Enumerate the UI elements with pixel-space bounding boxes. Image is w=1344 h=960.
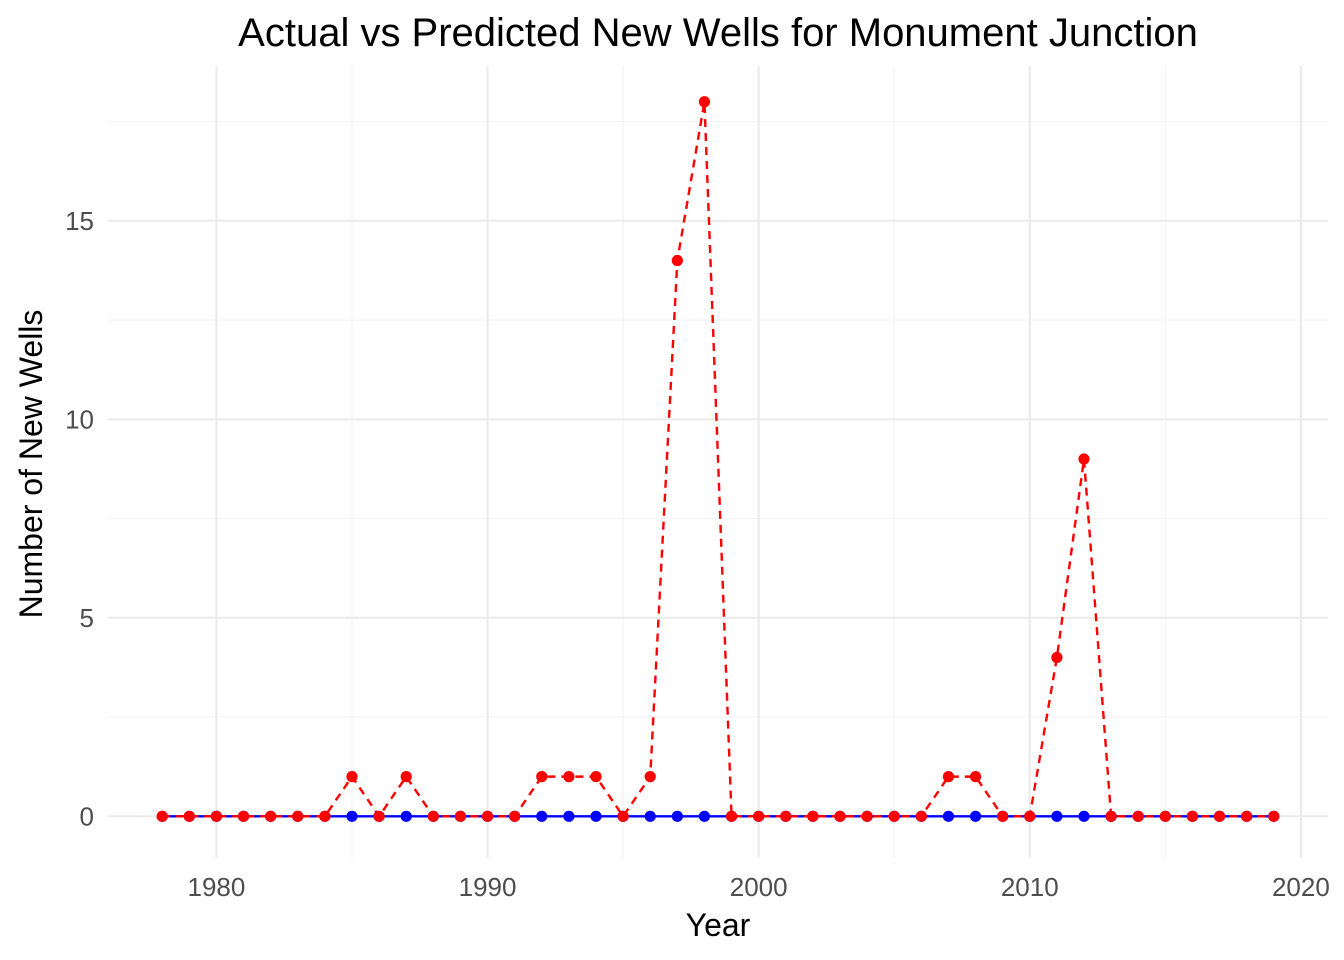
series-2-point (292, 810, 304, 822)
series-2-point (400, 771, 412, 783)
series-2-point (807, 810, 819, 822)
series-1-point (563, 810, 575, 822)
series-2-point (509, 810, 521, 822)
series-2-point (590, 771, 602, 783)
series-2-point (1241, 810, 1253, 822)
x-tick-label: 2020 (1272, 872, 1330, 902)
series-1-point (1051, 810, 1063, 822)
series-2-point (1105, 810, 1117, 822)
series-1-point (942, 810, 955, 822)
x-axis-title: Year (686, 907, 751, 943)
series-2-point (481, 810, 494, 822)
series-2-point (942, 771, 955, 783)
series-2-point (183, 810, 195, 822)
series-2-point (237, 810, 250, 822)
series-2-point (617, 810, 629, 822)
series-2-point (210, 810, 223, 822)
series-2-point (1268, 810, 1280, 822)
series-1-point (536, 810, 548, 822)
series-1-point (698, 810, 711, 822)
series-2-point (997, 810, 1009, 822)
series-2-point (454, 810, 467, 822)
x-tick-label: 1980 (188, 872, 246, 902)
x-tick-label: 1990 (459, 872, 517, 902)
y-axis-title: Number of New Wells (13, 310, 49, 619)
series-1-point (644, 810, 656, 822)
y-tick-label: 15 (65, 206, 94, 236)
series-2-point (563, 771, 575, 783)
series-2-point (1132, 810, 1144, 822)
series-2-point (1078, 453, 1090, 465)
series-2-point (1213, 810, 1226, 822)
series-1-point (969, 810, 982, 822)
x-tick-label: 2010 (1001, 872, 1059, 902)
series-2-point (427, 810, 439, 822)
series-2-point (888, 810, 900, 822)
series-2-point (536, 771, 548, 783)
series-2-point (780, 810, 792, 822)
x-tick-label: 2000 (730, 872, 788, 902)
series-2-point (265, 810, 277, 822)
series-2-point (834, 810, 846, 822)
series-2-point (969, 771, 982, 783)
series-line-2 (162, 100, 1274, 818)
y-tick-label: 10 (65, 404, 94, 434)
chart-title: Actual vs Predicted New Wells for Monume… (238, 11, 1198, 55)
series-2-point (1024, 810, 1036, 822)
series-1-point (1078, 810, 1090, 822)
series-2-point (1159, 810, 1171, 822)
series-1-point (671, 810, 683, 822)
y-axis-ticks: 0 5 10 15 (65, 206, 94, 831)
series-2-point (346, 771, 358, 783)
series-2-point (915, 810, 927, 822)
series-2-point (644, 771, 656, 783)
series-2-point (373, 810, 385, 822)
series-1-point (346, 810, 358, 822)
series-1-point (590, 810, 602, 822)
series-2-point (156, 810, 168, 822)
series-2-point (1186, 810, 1199, 822)
series-1-point (400, 810, 412, 822)
x-axis-ticks: 1980 1990 2000 2010 2020 (188, 872, 1330, 902)
series-2-point (671, 254, 683, 267)
series-2-point (698, 96, 711, 108)
series-2-point (753, 810, 765, 822)
series-2-point (725, 810, 738, 822)
series-2-point (319, 810, 331, 822)
y-tick-label: 0 (80, 801, 94, 831)
series-2-point (861, 810, 873, 822)
y-tick-label: 5 (80, 603, 94, 633)
series-layer (156, 96, 1280, 822)
series-2-point (1051, 651, 1063, 664)
minor-gridlines (108, 66, 1328, 858)
